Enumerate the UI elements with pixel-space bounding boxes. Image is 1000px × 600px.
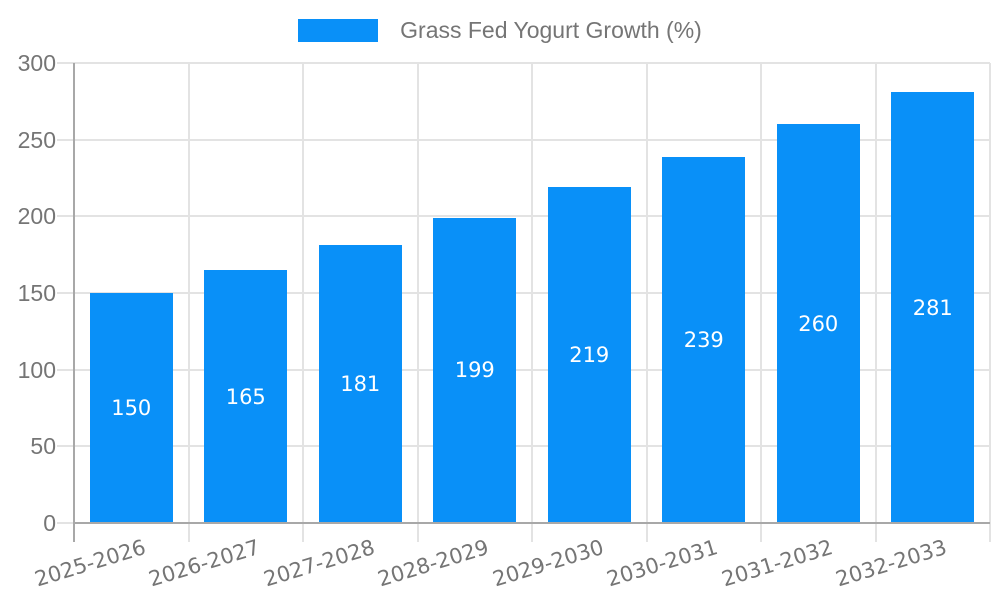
x-axis-tick-label: 2025-2026 [31, 535, 149, 592]
gridline-horizontal [57, 368, 990, 371]
gridline-horizontal [57, 215, 990, 218]
gridline-vertical [302, 63, 304, 542]
y-axis-tick-label: 0 [43, 510, 56, 536]
gridline-horizontal [57, 292, 990, 294]
y-axis-tick-label: 200 [17, 203, 56, 230]
gridline-vertical [989, 63, 991, 542]
y-axis-tick-label: 50 [30, 433, 56, 460]
gridline-vertical [187, 63, 190, 542]
plot-area: 150 165 181 199 219 239 260 281 [57, 62, 991, 542]
y-axis-tick-label: 300 [17, 50, 56, 76]
x-axis-tick-label: 2031-2032 [718, 535, 836, 592]
bar-value-label: 150 [111, 396, 152, 420]
gridline-vertical [645, 63, 648, 542]
bar[interactable]: 181 [318, 245, 402, 523]
gridline-vertical [760, 63, 762, 542]
bar[interactable]: 165 [204, 270, 288, 523]
x-axis-tick-label: 2029-2030 [489, 535, 607, 592]
bar-value-label: 181 [340, 372, 381, 397]
bar[interactable]: 281 [891, 92, 975, 523]
x-axis-line [74, 522, 990, 524]
y-axis-tick-label: 150 [17, 280, 56, 306]
bar-value-label: 165 [225, 384, 266, 409]
bar[interactable]: 239 [662, 156, 746, 523]
gridline-vertical [416, 63, 419, 542]
legend-label: Grass Fed Yogurt Growth (%) [400, 17, 702, 43]
y-axis-tick-label: 100 [17, 356, 56, 383]
gridline-vertical [531, 63, 533, 542]
bar-value-label: 199 [454, 358, 495, 383]
x-axis-tick-label: 2026-2027 [146, 535, 263, 592]
bar-value-label: 239 [683, 327, 724, 352]
bar[interactable]: 219 [547, 187, 631, 523]
x-axis-tick-label: 2030-2031 [604, 535, 721, 592]
y-axis-line [73, 63, 75, 542]
y-axis-tick-label: 250 [17, 126, 56, 153]
bar-value-label: 281 [912, 295, 953, 320]
gridline-horizontal [57, 138, 990, 141]
gridline-vertical [874, 63, 877, 542]
x-axis-tick-label: 2027-2028 [260, 535, 378, 592]
legend[interactable]: Grass Fed Yogurt Growth (%) [0, 17, 1000, 44]
bar-value-label: 219 [569, 343, 610, 368]
bar-value-label: 260 [798, 311, 839, 336]
legend-swatch [298, 19, 379, 42]
x-axis-tick-label: 2032-2033 [833, 535, 950, 592]
gridline-horizontal [57, 445, 990, 448]
bar[interactable]: 199 [433, 217, 517, 523]
bar[interactable]: 260 [776, 124, 860, 523]
x-axis-tick-label: 2028-2029 [375, 535, 492, 592]
gridline-horizontal [57, 62, 990, 64]
bar[interactable]: 150 [89, 293, 173, 523]
